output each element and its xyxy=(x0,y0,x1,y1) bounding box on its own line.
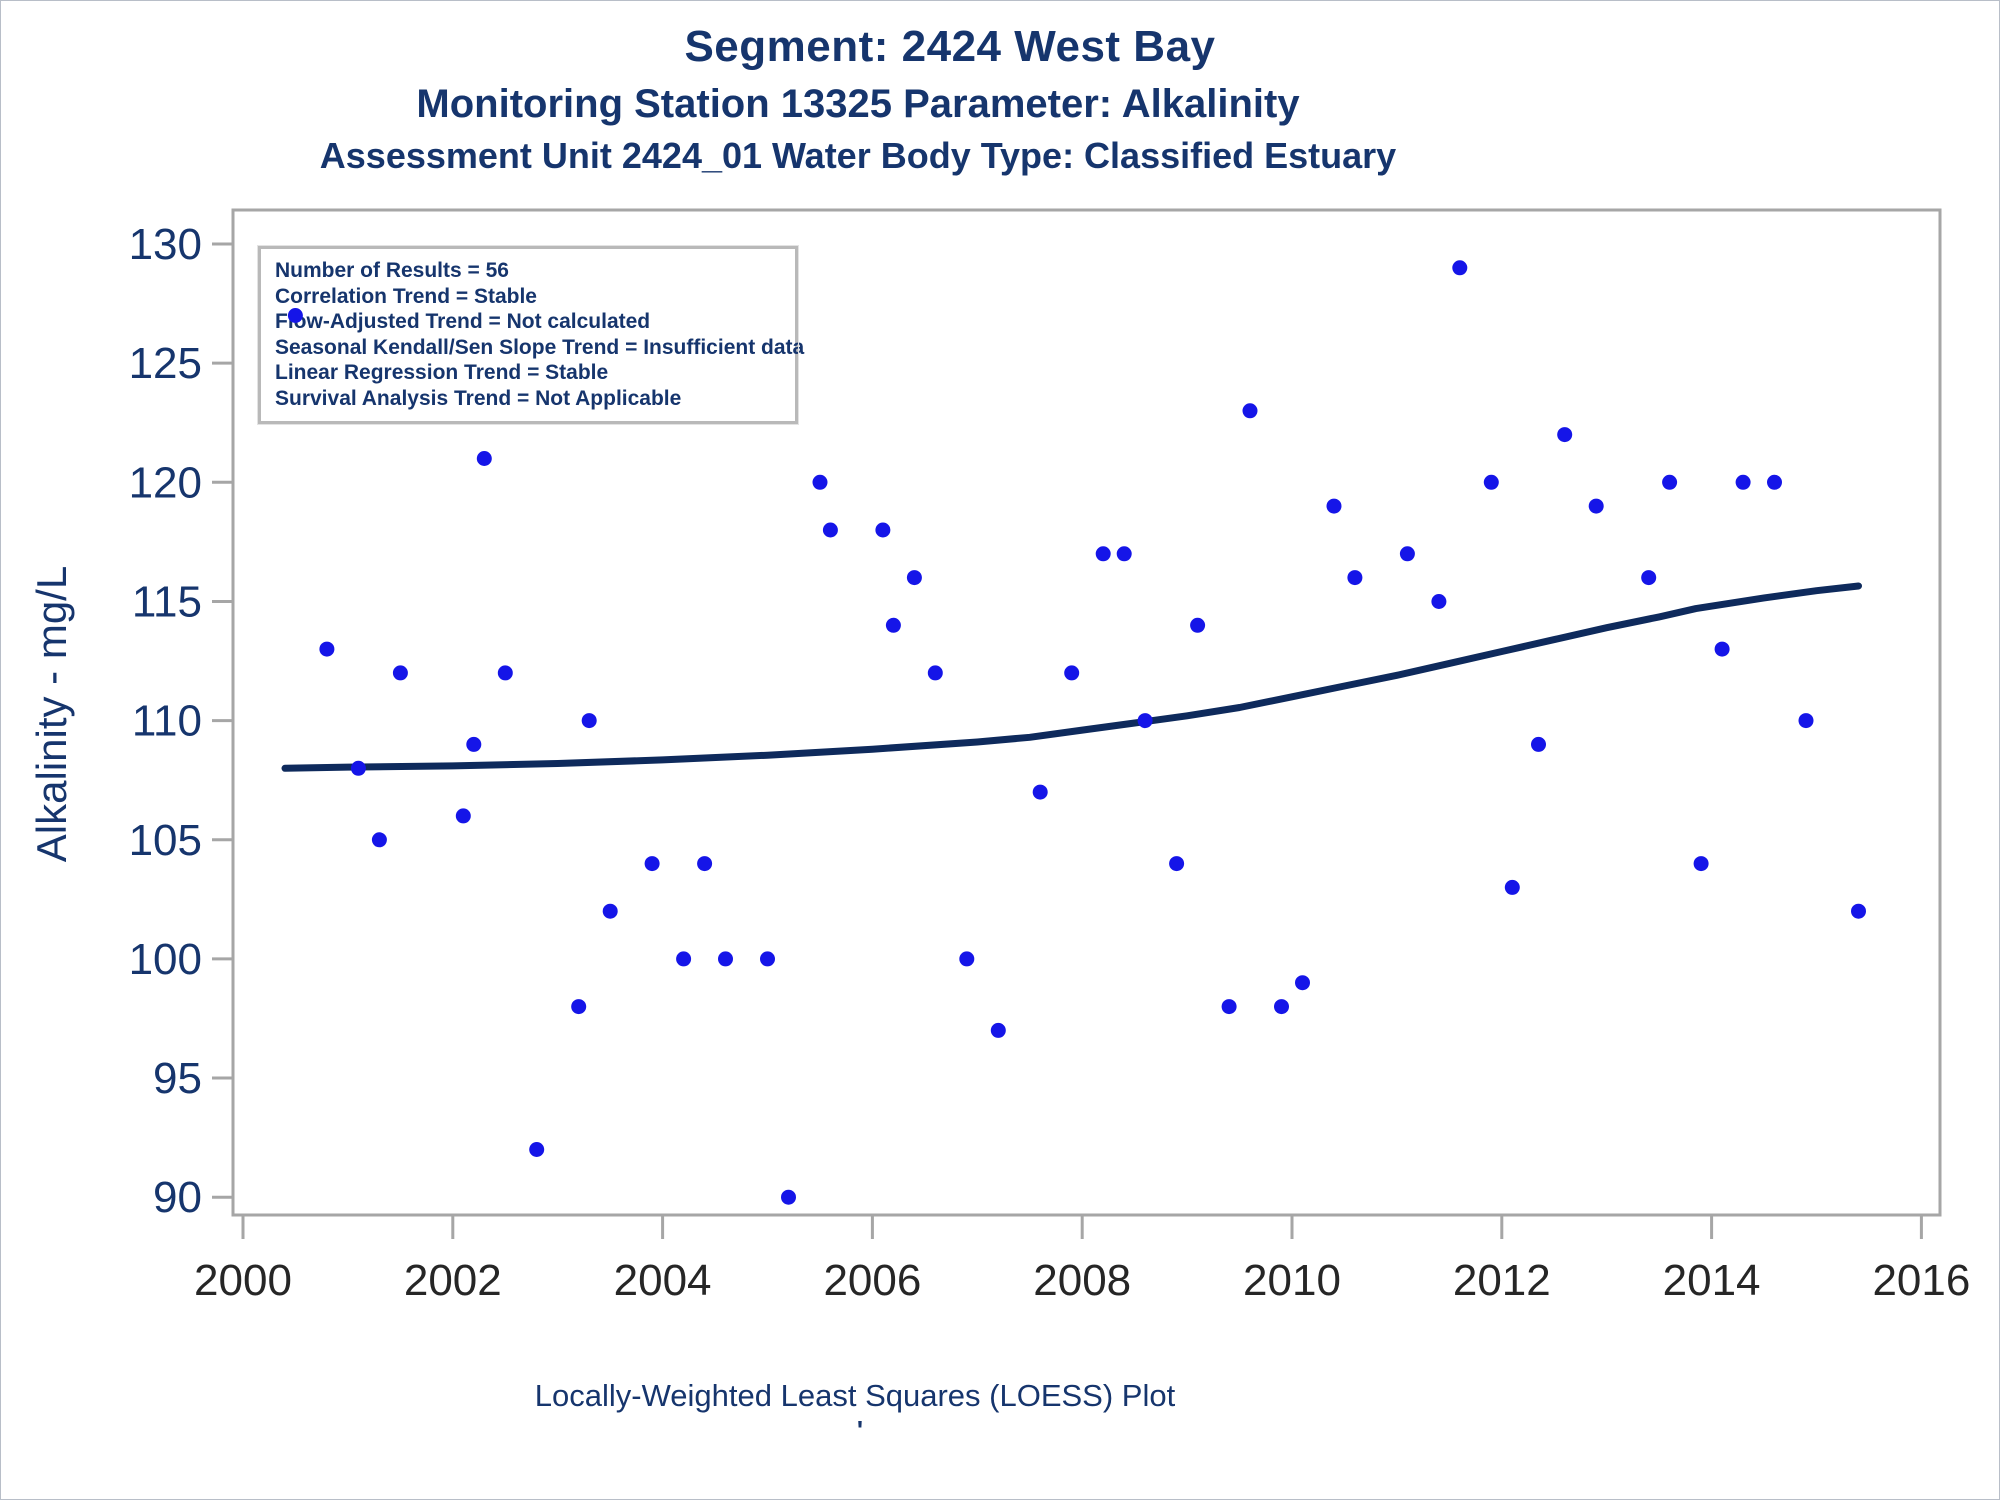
data-point xyxy=(287,308,303,323)
data-point xyxy=(497,665,513,681)
data-point xyxy=(822,522,838,538)
chart-titles: Segment: 2424 West Bay Monitoring Statio… xyxy=(0,22,1900,177)
data-point xyxy=(571,999,587,1015)
data-point xyxy=(1326,498,1342,514)
data-point xyxy=(676,951,692,967)
stats-line: Linear Regression Trend = Stable xyxy=(275,361,609,384)
data-point xyxy=(1221,999,1237,1015)
data-point xyxy=(455,808,471,824)
footer-caption: Locally-Weighted Least Squares (LOESS) P… xyxy=(534,1378,1176,1413)
stats-line: Flow-Adjusted Trend = Not calculated xyxy=(275,310,651,333)
x-tick-label: 2008 xyxy=(1033,1256,1131,1305)
data-point xyxy=(1137,713,1153,729)
data-point xyxy=(1693,856,1709,872)
data-point xyxy=(1851,903,1866,919)
y-tick-label: 120 xyxy=(129,458,202,507)
stats-line: Seasonal Kendall/Sen Slope Trend = Insuf… xyxy=(275,335,805,359)
data-point xyxy=(1483,474,1499,490)
subtitle-station-parameter: Monitoring Station 13325 Parameter: Alka… xyxy=(416,82,1300,126)
data-point xyxy=(319,641,335,657)
stray-tick-mark: ' xyxy=(856,1415,864,1445)
data-point xyxy=(1032,784,1048,800)
y-tick-label: 110 xyxy=(132,697,202,746)
data-point xyxy=(927,665,943,681)
x-tick-label: 2000 xyxy=(194,1256,292,1305)
y-tick-label: 125 xyxy=(129,339,202,388)
subtitle-assessment-unit: Assessment Unit 2424_01 Water Body Type:… xyxy=(319,135,1397,176)
data-point xyxy=(1531,736,1546,752)
y-tick-label: 105 xyxy=(129,816,202,865)
x-tick-label: 2010 xyxy=(1243,1256,1341,1305)
data-point xyxy=(476,451,492,466)
data-point xyxy=(371,832,387,848)
data-point xyxy=(1095,546,1111,562)
x-tick-label: 2012 xyxy=(1453,1256,1551,1305)
x-tick-label: 2004 xyxy=(614,1256,712,1305)
data-point xyxy=(1064,665,1080,681)
data-point xyxy=(466,736,482,752)
stats-line: Survival Analysis Trend = Not Applicable xyxy=(275,386,682,410)
data-point xyxy=(1274,999,1289,1015)
plot-frame xyxy=(231,208,1942,1217)
data-point xyxy=(990,1022,1006,1038)
loess-line xyxy=(281,582,1862,772)
data-point xyxy=(906,570,922,586)
data-point xyxy=(885,617,901,633)
stats-line: Correlation Trend = Stable xyxy=(275,284,537,308)
data-point xyxy=(812,474,828,490)
x-tick-label: 2002 xyxy=(404,1256,502,1305)
data-point xyxy=(959,951,975,967)
data-point xyxy=(718,951,733,967)
x-tick-label: 2014 xyxy=(1663,1256,1761,1305)
data-point xyxy=(1798,713,1814,729)
data-point xyxy=(350,760,366,776)
y-tick-label: 130 xyxy=(129,220,202,269)
data-point xyxy=(1504,879,1520,895)
data-point xyxy=(1190,617,1206,633)
y-tick-label: 115 xyxy=(132,577,202,626)
data-point xyxy=(1347,570,1363,586)
data-point xyxy=(781,1189,796,1205)
data-point xyxy=(1431,594,1447,609)
stats-line: Number of Results = 56 xyxy=(275,259,509,282)
data-point xyxy=(1557,427,1573,443)
data-point xyxy=(1295,975,1310,991)
data-point xyxy=(644,856,660,872)
data-point xyxy=(1169,856,1185,872)
data-point xyxy=(529,1142,545,1157)
data-point xyxy=(581,713,597,729)
data-point xyxy=(1452,260,1468,276)
data-point xyxy=(1242,403,1258,419)
y-axis-title: Alkalinity - mg/L xyxy=(28,565,75,863)
trend-stats-inset-box: Number of Results = 56 Correlation Trend … xyxy=(257,245,805,425)
data-point xyxy=(1662,474,1678,490)
page-title: Segment: 2424 West Bay xyxy=(684,22,1216,71)
data-point xyxy=(602,903,618,919)
data-point xyxy=(697,856,713,872)
data-point xyxy=(1399,546,1415,562)
data-point xyxy=(1767,474,1782,490)
y-tick-label: 95 xyxy=(153,1054,202,1103)
data-point xyxy=(875,522,891,538)
data-point xyxy=(1735,474,1751,490)
data-point xyxy=(1714,641,1730,657)
data-point xyxy=(760,951,775,967)
data-point xyxy=(1116,546,1132,562)
data-point xyxy=(1588,498,1604,514)
y-tick-label: 100 xyxy=(129,935,202,984)
data-point xyxy=(1641,570,1657,586)
y-tick-label: 90 xyxy=(153,1173,202,1222)
x-tick-label: 2006 xyxy=(823,1256,921,1305)
x-tick-label: 2016 xyxy=(1872,1256,1970,1305)
data-point xyxy=(392,665,408,681)
